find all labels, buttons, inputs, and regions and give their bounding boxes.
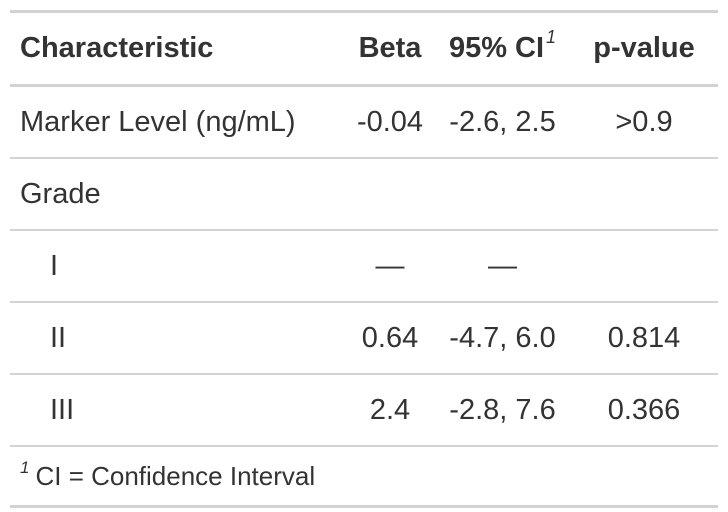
pvalue-cell bbox=[570, 230, 718, 302]
row-label: Grade bbox=[20, 177, 101, 210]
table-row: III 2.4 -2.8, 7.6 0.366 bbox=[10, 374, 718, 446]
footnote-text: CI = Confidence Interval bbox=[35, 460, 316, 491]
table-footer: 1 CI = Confidence Interval bbox=[10, 446, 718, 507]
table-row: Grade bbox=[10, 158, 718, 230]
beta-cell: 2.4 bbox=[369, 393, 411, 426]
header-ci-label: 95% CI bbox=[448, 32, 545, 64]
header-ci: 95% CI 1 bbox=[435, 12, 570, 86]
table-row: I — — bbox=[10, 230, 718, 302]
header-characteristic-label: Characteristic bbox=[20, 32, 214, 64]
pvalue-cell: >0.9 bbox=[615, 105, 673, 138]
row-label: II bbox=[50, 321, 67, 354]
header-beta-label: Beta bbox=[358, 32, 422, 64]
table-body: Marker Level (ng/mL) -0.04 -2.6, 2.5 >0.… bbox=[10, 86, 718, 446]
header-beta: Beta bbox=[345, 12, 435, 86]
ci-cell: — bbox=[488, 249, 517, 282]
beta-cell: -0.04 bbox=[356, 105, 424, 138]
footnote-mark: 1 bbox=[20, 457, 30, 477]
pvalue-cell bbox=[570, 158, 718, 230]
beta-cell bbox=[345, 158, 435, 230]
table-row: II 0.64 -4.7, 6.0 0.814 bbox=[10, 302, 718, 374]
header-characteristic: Characteristic bbox=[10, 12, 345, 86]
beta-cell: — bbox=[375, 249, 405, 282]
table-header: Characteristic Beta 95% CI 1 p-value bbox=[10, 11, 718, 86]
pvalue-cell: 0.814 bbox=[607, 321, 681, 354]
row-label: I bbox=[50, 249, 59, 282]
header-pvalue: p-value bbox=[570, 12, 718, 86]
header-pvalue-label: p-value bbox=[593, 32, 695, 64]
regression-table-container: Characteristic Beta 95% CI 1 p-value Mark… bbox=[10, 10, 718, 508]
ci-cell: -2.8, 7.6 bbox=[449, 393, 556, 426]
beta-cell: 0.64 bbox=[361, 321, 419, 354]
footnote-row: 1 CI = Confidence Interval bbox=[10, 446, 718, 507]
ci-footnote-mark: 1 bbox=[546, 27, 557, 47]
pvalue-cell: 0.366 bbox=[607, 393, 681, 426]
footnote: 1 CI = Confidence Interval bbox=[10, 446, 718, 507]
header-row: Characteristic Beta 95% CI 1 p-value bbox=[10, 11, 718, 86]
ci-cell: -4.7, 6.0 bbox=[449, 321, 556, 354]
ci-cell: -2.6, 2.5 bbox=[449, 105, 556, 138]
row-label: III bbox=[50, 393, 75, 426]
regression-table: Characteristic Beta 95% CI 1 p-value Mark… bbox=[10, 10, 718, 508]
row-label: Marker Level (ng/mL) bbox=[20, 105, 296, 138]
ci-cell bbox=[435, 158, 570, 230]
table-row: Marker Level (ng/mL) -0.04 -2.6, 2.5 >0.… bbox=[10, 86, 718, 158]
